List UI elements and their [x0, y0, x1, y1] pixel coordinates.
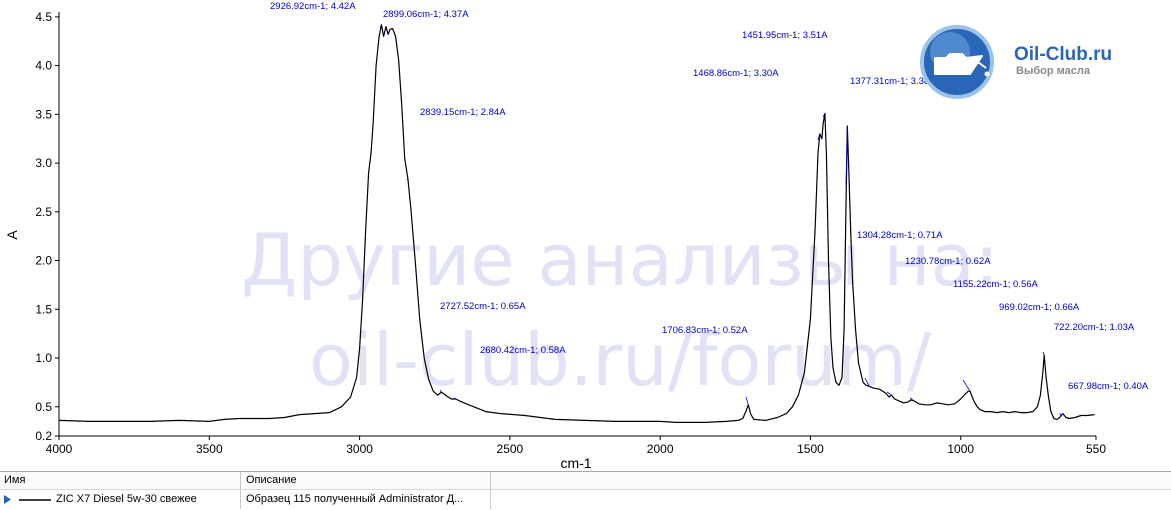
x-tick-label: 1500	[797, 442, 824, 456]
column-header-name[interactable]: Имя	[4, 474, 26, 486]
y-tick-label: 3.0	[35, 156, 52, 170]
legend-header: Имя Описание	[0, 472, 1171, 490]
peak-annotation-label: 1468.86cm-1; 3.30A	[693, 68, 779, 79]
annotation-leader-line	[1042, 351, 1045, 356]
y-axis-title: A	[4, 230, 20, 240]
annotation-leader-line	[817, 133, 821, 141]
peak-annotation-label: 1230.78cm-1; 0.62A	[905, 256, 991, 267]
y-tick-label: 2.5	[35, 205, 52, 219]
peak-annotation-label: 2899.06cm-1; 4.37A	[383, 9, 469, 20]
y-tick-label: 0.2	[35, 429, 52, 443]
peak-annotation-label: 667.98cm-1; 0.40A	[1068, 381, 1149, 392]
column-header-description[interactable]: Описание	[246, 474, 297, 486]
ir-spectrum-chart: Другие анализы на: oil-club.ru/forum/ 0.…	[4, 1, 1149, 470]
annotation-leader-line	[406, 178, 409, 181]
oil-can-icon	[934, 53, 987, 75]
watermark-line-2: oil-club.ru/forum/	[309, 318, 932, 402]
y-tick-label: 4.0	[35, 59, 52, 73]
x-tick-label: 2500	[497, 442, 524, 456]
annotation-leader-line	[886, 391, 892, 396]
peak-annotations: 2926.92cm-1; 4.42A 2899.06cm-1; 4.37A 2839…	[270, 1, 1149, 417]
x-axis-title: cm-1	[560, 455, 591, 470]
spectrum-series	[58, 24, 1095, 423]
spectrum-line	[58, 24, 1095, 423]
peak-annotation-label: 1451.95cm-1; 3.51A	[742, 30, 828, 41]
sample-legend-table: Имя Описание ZIC X7 Diesel 5w-30 свежее …	[0, 471, 1171, 510]
peak-annotation-label: 2680.42cm-1; 0.58A	[480, 345, 566, 356]
y-tick-label: 1.0	[35, 351, 52, 365]
x-tick-label: 4000	[46, 442, 73, 456]
peak-annotation-label: 2727.52cm-1; 0.65A	[440, 301, 526, 312]
y-tick-label: 2.0	[35, 254, 52, 268]
peak-annotation-label: 1304.28cm-1; 0.71A	[857, 230, 943, 241]
peak-annotation-label: 2839.15cm-1; 2.84A	[420, 107, 506, 118]
annotation-leader-line	[1059, 412, 1061, 417]
annotation-leader-line	[909, 397, 915, 402]
x-tick-label: 2000	[647, 442, 674, 456]
y-tick-label: 1.5	[35, 302, 52, 316]
row-name: ZIC X7 Diesel 5w-30 свежее	[56, 493, 197, 505]
peak-annotation-label: 1706.83cm-1; 0.52A	[662, 325, 748, 336]
series-line-swatch-icon	[14, 490, 52, 509]
logo-title: Oil-Club.ru	[1014, 44, 1112, 65]
x-tick-label: 3500	[196, 442, 223, 456]
y-tick-label: 3.5	[35, 107, 52, 121]
annotation-leader-line	[379, 24, 382, 29]
annotation-leader-line	[387, 29, 391, 35]
watermark-line-1: Другие анализы на:	[241, 218, 999, 302]
annotation-leader-line	[439, 389, 442, 393]
y-tick-label: 0.5	[35, 400, 52, 414]
x-tick-label: 1000	[947, 442, 974, 456]
annotation-leader-line	[822, 113, 826, 118]
row-description: Образец 115 полученный Administrator Д..…	[246, 493, 464, 505]
table-row[interactable]: ZIC X7 Diesel 5w-30 свежее Образец 115 п…	[0, 490, 1171, 509]
peak-annotation-label: 1377.31cm-1; 3.38A	[850, 76, 936, 87]
annotation-leader-line	[845, 126, 848, 186]
x-tick-label: 550	[1086, 442, 1106, 456]
x-tick-label: 3000	[346, 442, 373, 456]
logo-subtitle: Выбор масла	[1016, 65, 1091, 77]
annotation-leader-line	[453, 397, 456, 400]
annotation-leader-line	[745, 396, 749, 405]
annotation-leader-line	[864, 377, 870, 387]
peak-annotation-label: 2926.92cm-1; 4.42A	[270, 1, 356, 12]
peak-annotation-label: 722.20cm-1; 1.03A	[1054, 322, 1135, 333]
peak-annotation-label: 1155.22cm-1; 0.56A	[953, 279, 1039, 290]
row-indicator-icon	[0, 490, 14, 509]
y-tick-label: 4.5	[35, 10, 52, 24]
chart-axes: 0.2 0.5 1.0 1.5 2.0 2.5 3.0 3.5 4.0 4.5 4000 3500 30…	[35, 10, 1106, 456]
annotation-leader-line	[962, 379, 971, 392]
oil-club-logo: Oil-Club.ru Выбор масла	[920, 25, 1112, 99]
peak-annotation-label: 969.02cm-1; 0.66A	[999, 302, 1080, 313]
